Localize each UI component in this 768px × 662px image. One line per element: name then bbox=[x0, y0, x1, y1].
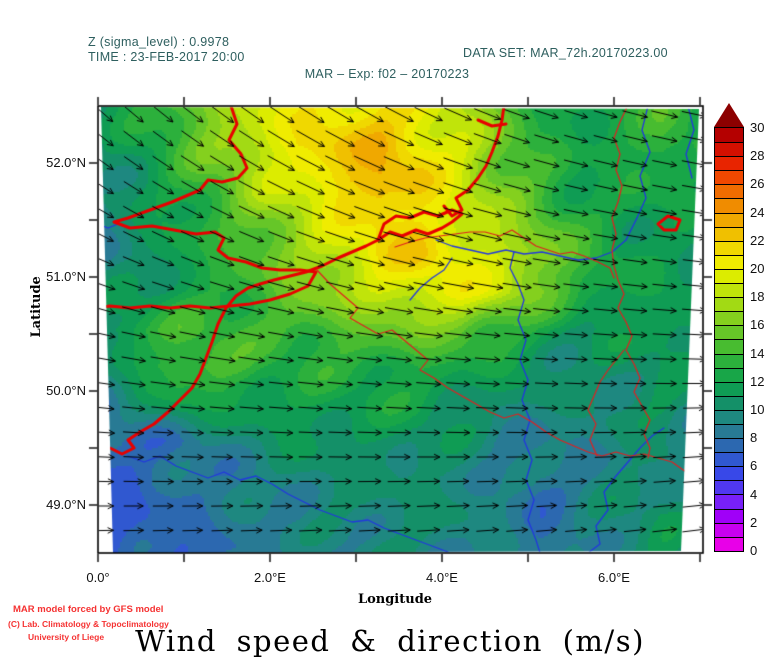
colorbar-segment bbox=[715, 409, 743, 424]
colorbar-tick-label: 0 bbox=[750, 543, 758, 558]
colorbar-segment bbox=[715, 184, 743, 199]
x-tick-label: 0.0° bbox=[86, 570, 110, 585]
credit-lab-text: (C) Lab. Climatology & Topoclimatology bbox=[8, 619, 169, 629]
colorbar-segment bbox=[715, 395, 743, 410]
dataset-text: DATA SET: MAR_72h.20170223.00 bbox=[463, 46, 668, 60]
colorbar-tick-label: 6 bbox=[750, 458, 758, 474]
credit-model-text: MAR model forced by GFS model bbox=[13, 604, 164, 615]
colorbar-segment bbox=[715, 536, 743, 551]
colorbar-segment bbox=[715, 381, 743, 396]
colorbar-segment bbox=[715, 128, 743, 143]
colorbar-triangle-cap bbox=[714, 103, 744, 127]
y-axis-label: Latitude bbox=[29, 276, 45, 338]
colorbar-segment bbox=[715, 254, 743, 269]
colorbar-segment bbox=[715, 452, 743, 467]
colorbar-tick-label: 18 bbox=[750, 289, 765, 305]
colorbar-segment bbox=[715, 212, 743, 227]
colorbar-segment bbox=[715, 156, 743, 171]
experiment-text: MAR – Exp: f02 – 20170223 bbox=[304, 67, 470, 81]
colorbar-segment bbox=[715, 311, 743, 326]
colorbar-segment bbox=[715, 494, 743, 509]
colorbar-segment bbox=[715, 170, 743, 185]
colorbar-segment bbox=[715, 353, 743, 368]
colorbar-segment bbox=[715, 480, 743, 495]
colorbar-tick-label: 30 bbox=[750, 120, 765, 135]
sigma-level-text: Z (sigma_level) : 0.9978 bbox=[88, 35, 230, 49]
main-title: Wind speed & direction (m/s) bbox=[135, 624, 645, 658]
colorbar-segment bbox=[715, 508, 743, 523]
colorbar-segment bbox=[715, 522, 743, 537]
colorbar-segment bbox=[715, 226, 743, 241]
colorbar-segment bbox=[715, 283, 743, 298]
x-tick-label: 6.0°E bbox=[598, 570, 630, 585]
colorbar-bar bbox=[714, 127, 744, 552]
x-axis-label: Longitude bbox=[357, 592, 433, 607]
colorbar-tick-label: 4 bbox=[750, 486, 758, 502]
colorbar-segment bbox=[715, 423, 743, 439]
y-tick-label: 49.0°N bbox=[46, 497, 86, 512]
x-tick-label: 2.0°E bbox=[254, 570, 286, 585]
colorbar-segment bbox=[715, 325, 743, 340]
y-tick-label: 50.0°N bbox=[46, 383, 86, 398]
colorbar-tick-label: 22 bbox=[750, 232, 765, 248]
colorbar-tick-label: 14 bbox=[750, 345, 765, 361]
y-tick-label: 51.0°N bbox=[46, 269, 86, 284]
colorbar-segment bbox=[715, 466, 743, 481]
colorbar-segment bbox=[715, 268, 743, 284]
colorbar-tick-label: 12 bbox=[750, 373, 765, 389]
colorbar bbox=[714, 103, 768, 552]
colorbar-tick-label: 2 bbox=[750, 514, 758, 530]
colorbar-segment bbox=[715, 240, 743, 255]
colorbar-tick-label: 26 bbox=[750, 176, 765, 192]
colorbar-tick-label: 8 bbox=[750, 430, 758, 446]
x-tick-label: 4.0°E bbox=[426, 570, 458, 585]
colorbar-tick-label: 24 bbox=[750, 204, 765, 220]
colorbar-segment bbox=[715, 339, 743, 354]
colorbar-tick-label: 16 bbox=[750, 317, 765, 333]
y-tick-label: 52.0°N bbox=[46, 155, 86, 170]
colorbar-tick-label: 20 bbox=[750, 261, 765, 276]
colorbar-segment bbox=[715, 142, 743, 157]
colorbar-tick-label: 28 bbox=[750, 148, 765, 164]
colorbar-segment bbox=[715, 297, 743, 312]
colorbar-segment bbox=[715, 367, 743, 382]
time-text: TIME : 23-FEB-2017 20:00 bbox=[88, 50, 245, 64]
colorbar-tick-label: 10 bbox=[750, 402, 765, 417]
colorbar-segment bbox=[715, 198, 743, 213]
credit-university-text: University of Liege bbox=[28, 632, 105, 642]
colorbar-segment bbox=[715, 438, 743, 453]
